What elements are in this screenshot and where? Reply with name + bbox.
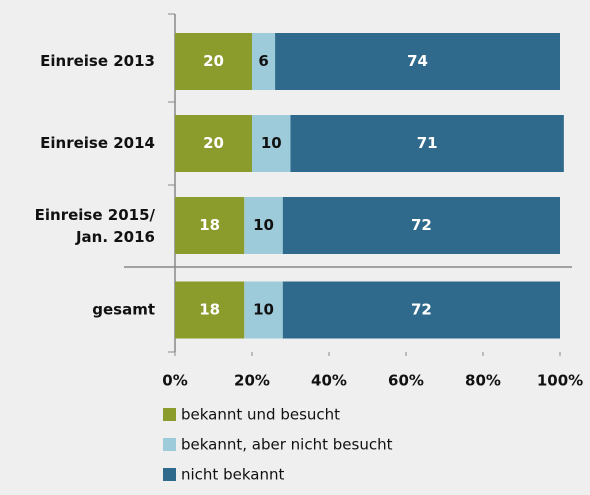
x-tick-label: 80%	[465, 372, 501, 390]
bar-segment	[175, 197, 245, 254]
value-label: 20	[203, 134, 224, 152]
value-label: 72	[411, 301, 432, 319]
category-label: Einreise 2015/	[35, 206, 156, 224]
legend-swatch	[163, 408, 176, 421]
value-label: 74	[407, 52, 428, 70]
x-tick-label: 60%	[388, 372, 424, 390]
bar-segment	[252, 33, 276, 90]
bar-segment	[282, 281, 560, 339]
bar-segment	[282, 197, 560, 254]
bar-segment	[275, 33, 560, 90]
value-label: 10	[253, 301, 274, 319]
legend-swatch	[163, 468, 176, 481]
bar-segment	[175, 281, 245, 339]
category-label: Jan. 2016	[75, 228, 155, 246]
x-tick-label: 100%	[537, 372, 583, 390]
value-label: 18	[199, 216, 220, 234]
value-label: 10	[261, 134, 282, 152]
category-label: Einreise 2014	[40, 134, 155, 152]
x-tick-label: 20%	[234, 372, 270, 390]
value-label: 71	[417, 134, 438, 152]
value-label: 6	[258, 52, 268, 70]
value-label: 10	[253, 216, 274, 234]
value-label: 18	[199, 301, 220, 319]
legend-label: bekannt und besucht	[181, 406, 340, 424]
value-label: 20	[203, 52, 224, 70]
value-label: 72	[411, 216, 432, 234]
legend-label: nicht bekannt	[181, 466, 284, 484]
bar-segment	[175, 33, 252, 90]
x-tick-label: 0%	[162, 372, 187, 390]
legend-label: bekannt, aber nicht besucht	[181, 436, 393, 454]
bar-segment	[244, 197, 283, 254]
bar-segment	[290, 115, 564, 172]
category-label: gesamt	[92, 301, 155, 319]
category-label: Einreise 2013	[40, 52, 155, 70]
bar-segment	[252, 115, 291, 172]
bar-segment	[244, 281, 283, 339]
legend-swatch	[163, 438, 176, 451]
bar-segment	[175, 115, 252, 172]
x-tick-label: 40%	[311, 372, 347, 390]
